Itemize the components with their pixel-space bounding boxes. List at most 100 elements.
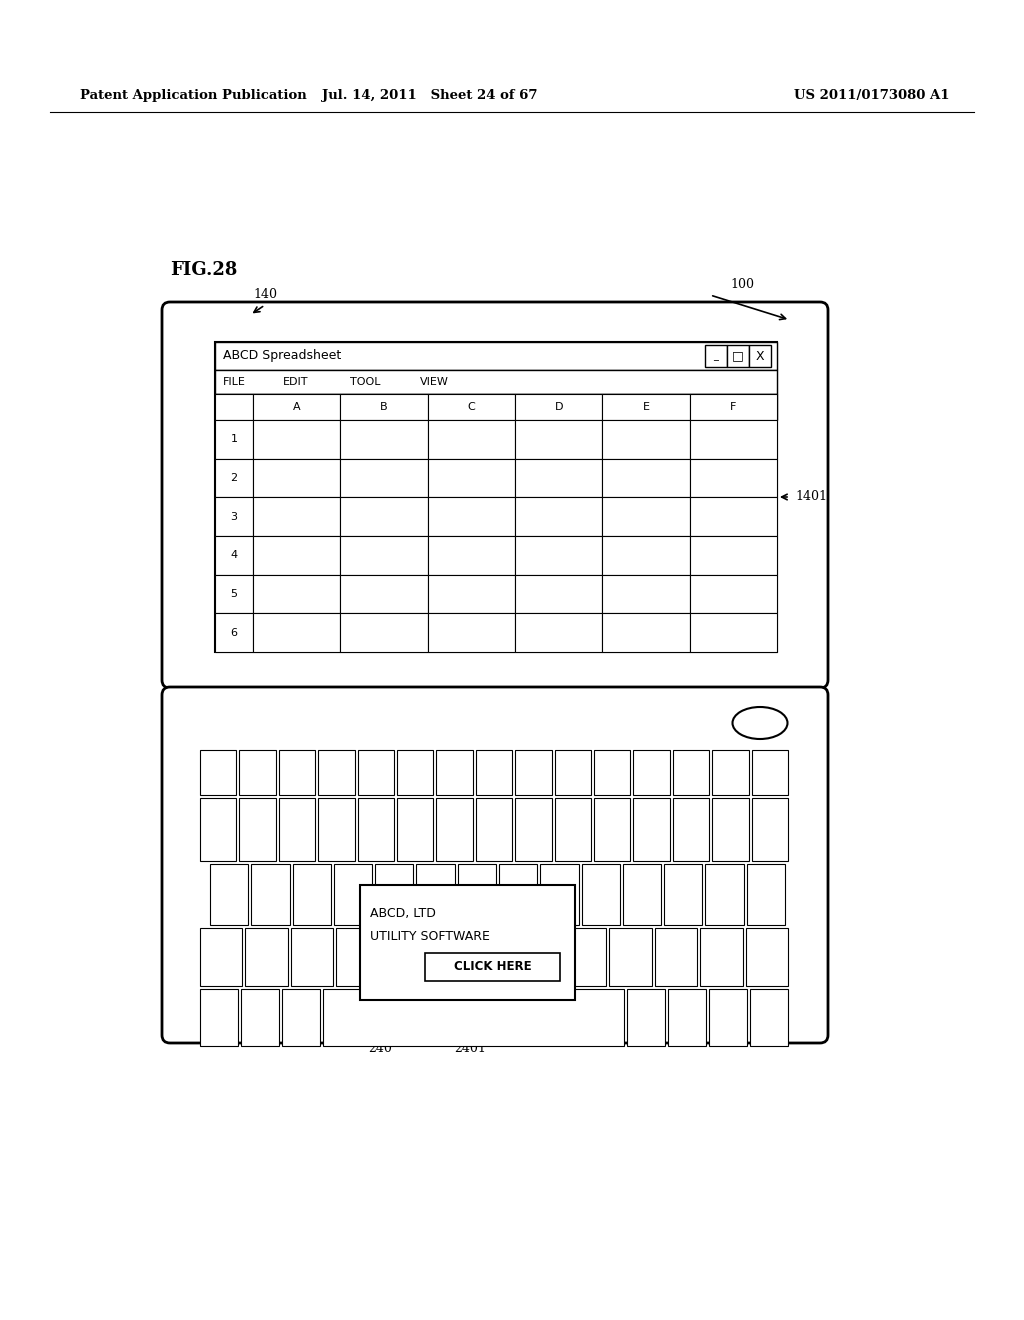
Text: 240: 240 [368, 1041, 392, 1055]
Bar [215, 614, 253, 652]
Bar [240, 799, 275, 861]
Bar [323, 989, 624, 1045]
Bar [499, 865, 538, 925]
Text: 140: 140 [253, 289, 278, 301]
Bar [357, 750, 394, 795]
Bar [427, 928, 470, 986]
Text: C: C [468, 403, 475, 412]
Bar [690, 498, 777, 536]
Text: US 2011/0173080 A1: US 2011/0173080 A1 [795, 88, 950, 102]
Bar [518, 928, 561, 986]
Bar [746, 865, 785, 925]
Bar [340, 574, 428, 614]
Bar [713, 750, 749, 795]
Bar [690, 536, 777, 574]
Bar [634, 750, 670, 795]
Bar [240, 750, 275, 795]
Bar [200, 928, 243, 986]
Bar [654, 928, 697, 986]
Bar [623, 865, 662, 925]
Bar [602, 420, 690, 458]
Bar [428, 574, 515, 614]
Bar [428, 420, 515, 458]
Bar [241, 989, 279, 1045]
Text: F: F [730, 403, 736, 412]
Bar [357, 799, 394, 861]
Bar [293, 865, 331, 925]
Text: 1: 1 [230, 434, 238, 445]
Bar [673, 750, 710, 795]
Text: Patent Application Publication: Patent Application Publication [80, 88, 307, 102]
Bar [340, 498, 428, 536]
Bar [215, 458, 253, 498]
Text: UTILITY SOFTWARE: UTILITY SOFTWARE [370, 931, 489, 944]
Text: B: B [380, 403, 388, 412]
Bar [340, 536, 428, 574]
Bar [752, 750, 788, 795]
Bar [690, 393, 777, 420]
Bar [215, 498, 253, 536]
Bar [215, 342, 777, 370]
Bar [215, 536, 253, 574]
Bar [541, 865, 579, 925]
Bar [609, 928, 651, 986]
Bar [690, 574, 777, 614]
Text: □: □ [732, 350, 743, 363]
Bar [476, 750, 512, 795]
Bar [515, 614, 602, 652]
Bar [215, 342, 777, 652]
Bar [340, 614, 428, 652]
Bar [253, 498, 340, 536]
Bar [382, 928, 424, 986]
Bar [515, 536, 602, 574]
Bar [752, 799, 788, 861]
Bar [436, 750, 473, 795]
Bar [713, 799, 749, 861]
Bar [602, 498, 690, 536]
Text: 1401: 1401 [795, 491, 827, 503]
Bar [253, 614, 340, 652]
Bar [282, 989, 319, 1045]
Bar [340, 420, 428, 458]
Bar [340, 458, 428, 498]
Bar [555, 799, 591, 861]
Text: 3: 3 [230, 512, 238, 521]
Bar [397, 799, 433, 861]
Bar [602, 458, 690, 498]
Text: 2401: 2401 [454, 1041, 486, 1055]
Text: 5: 5 [230, 589, 238, 599]
Bar [690, 614, 777, 652]
Bar [458, 865, 496, 925]
Bar [246, 928, 288, 986]
Bar [750, 989, 788, 1045]
Text: Jul. 14, 2011   Sheet 24 of 67: Jul. 14, 2011 Sheet 24 of 67 [323, 88, 538, 102]
Bar [705, 345, 727, 367]
Text: A: A [293, 403, 300, 412]
Bar [428, 536, 515, 574]
Text: 6: 6 [230, 628, 238, 638]
Bar [340, 393, 428, 420]
Bar [253, 458, 340, 498]
Bar [200, 989, 238, 1045]
Text: _: _ [714, 351, 719, 360]
Bar [665, 865, 702, 925]
Bar [334, 865, 372, 925]
Bar [279, 750, 315, 795]
Bar [318, 750, 354, 795]
Text: 4: 4 [230, 550, 238, 560]
Bar [337, 928, 379, 986]
Bar [727, 345, 749, 367]
Text: TOOL: TOOL [350, 378, 381, 387]
Bar [706, 865, 743, 925]
Bar [602, 393, 690, 420]
Bar [251, 865, 290, 925]
Bar [594, 750, 631, 795]
Text: ABCD, LTD: ABCD, LTD [370, 907, 436, 920]
Bar [515, 458, 602, 498]
Text: 2: 2 [230, 473, 238, 483]
Bar [515, 750, 552, 795]
Bar [215, 393, 777, 420]
Bar [668, 989, 706, 1045]
FancyBboxPatch shape [162, 686, 828, 1043]
Bar [515, 393, 602, 420]
